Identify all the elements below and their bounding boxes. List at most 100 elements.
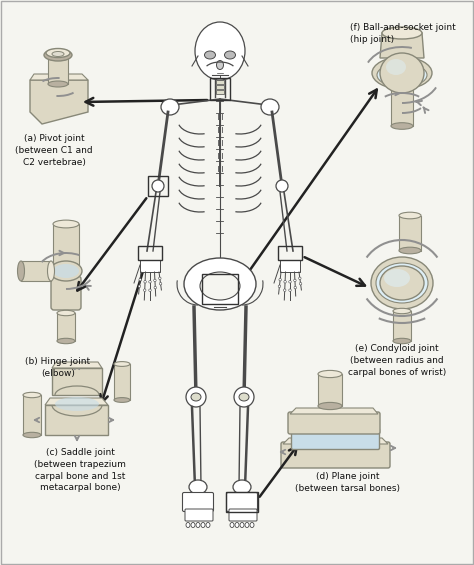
Polygon shape xyxy=(30,74,88,80)
Text: (f) Ball-and-socket joint
(hip joint): (f) Ball-and-socket joint (hip joint) xyxy=(350,23,456,44)
Ellipse shape xyxy=(230,523,234,528)
Ellipse shape xyxy=(138,285,141,288)
Ellipse shape xyxy=(279,279,282,281)
Ellipse shape xyxy=(46,49,70,58)
Ellipse shape xyxy=(154,279,156,281)
Ellipse shape xyxy=(139,279,141,281)
Ellipse shape xyxy=(393,338,411,344)
Bar xyxy=(140,260,160,272)
Ellipse shape xyxy=(159,282,162,285)
Ellipse shape xyxy=(191,523,195,528)
Ellipse shape xyxy=(289,289,291,292)
Ellipse shape xyxy=(235,523,239,528)
Ellipse shape xyxy=(276,180,288,192)
Ellipse shape xyxy=(57,338,75,344)
Ellipse shape xyxy=(144,289,146,292)
Ellipse shape xyxy=(189,480,207,494)
Ellipse shape xyxy=(52,51,64,56)
Bar xyxy=(202,274,238,304)
Ellipse shape xyxy=(399,247,421,254)
Bar xyxy=(23,395,41,435)
Ellipse shape xyxy=(161,99,179,115)
Ellipse shape xyxy=(196,523,200,528)
Ellipse shape xyxy=(225,51,236,59)
Ellipse shape xyxy=(240,523,244,528)
Text: (b) Hinge joint
(elbow): (b) Hinge joint (elbow) xyxy=(26,357,91,378)
Bar xyxy=(57,313,75,341)
Ellipse shape xyxy=(380,53,424,93)
Polygon shape xyxy=(52,362,102,368)
Ellipse shape xyxy=(44,49,72,61)
Ellipse shape xyxy=(50,261,82,281)
Ellipse shape xyxy=(318,402,342,410)
Ellipse shape xyxy=(200,272,240,300)
Ellipse shape xyxy=(184,258,256,310)
Ellipse shape xyxy=(114,362,130,366)
Ellipse shape xyxy=(18,261,25,281)
Ellipse shape xyxy=(239,393,249,401)
Bar xyxy=(399,215,421,250)
Ellipse shape xyxy=(159,277,161,280)
FancyBboxPatch shape xyxy=(51,276,81,310)
Ellipse shape xyxy=(23,392,41,398)
Polygon shape xyxy=(293,424,378,430)
Ellipse shape xyxy=(201,523,205,528)
Ellipse shape xyxy=(299,277,301,280)
Bar xyxy=(216,90,224,94)
Ellipse shape xyxy=(382,27,422,39)
Bar xyxy=(21,261,51,281)
Ellipse shape xyxy=(206,523,210,528)
Ellipse shape xyxy=(48,53,68,59)
Ellipse shape xyxy=(53,262,79,270)
Text: (a) Pivot joint
(between C1 and
C2 vertebrae): (a) Pivot joint (between C1 and C2 verte… xyxy=(15,134,93,167)
Polygon shape xyxy=(45,398,108,405)
Polygon shape xyxy=(30,80,88,124)
Ellipse shape xyxy=(289,281,291,283)
Ellipse shape xyxy=(195,22,245,80)
Ellipse shape xyxy=(294,279,296,281)
Bar xyxy=(393,311,411,341)
Ellipse shape xyxy=(23,432,41,438)
Ellipse shape xyxy=(371,257,433,309)
Ellipse shape xyxy=(294,286,297,289)
Ellipse shape xyxy=(149,281,151,283)
Bar xyxy=(391,88,413,126)
Ellipse shape xyxy=(217,60,224,69)
Ellipse shape xyxy=(191,393,201,401)
Text: (c) Saddle joint
(between trapezium
carpal bone and 1st
metacarpal bone): (c) Saddle joint (between trapezium carp… xyxy=(34,448,126,493)
Ellipse shape xyxy=(283,289,286,292)
Ellipse shape xyxy=(380,266,424,300)
Bar xyxy=(318,374,342,406)
Ellipse shape xyxy=(53,220,79,228)
Bar xyxy=(210,78,230,100)
Ellipse shape xyxy=(48,81,68,87)
Ellipse shape xyxy=(114,398,130,402)
Ellipse shape xyxy=(250,523,254,528)
Ellipse shape xyxy=(204,51,216,59)
Ellipse shape xyxy=(149,289,151,292)
FancyBboxPatch shape xyxy=(185,509,213,521)
Ellipse shape xyxy=(234,387,254,407)
Polygon shape xyxy=(283,438,388,444)
Polygon shape xyxy=(290,408,378,414)
Ellipse shape xyxy=(261,99,279,115)
Ellipse shape xyxy=(376,263,428,303)
Text: (e) Condyloid joint
(between radius and
carpal bones of wrist): (e) Condyloid joint (between radius and … xyxy=(348,344,446,377)
Polygon shape xyxy=(380,33,424,58)
FancyBboxPatch shape xyxy=(288,412,380,434)
Bar xyxy=(280,260,300,272)
Polygon shape xyxy=(52,368,102,395)
Ellipse shape xyxy=(278,285,281,288)
Ellipse shape xyxy=(144,281,146,283)
Polygon shape xyxy=(45,405,108,435)
Ellipse shape xyxy=(299,282,302,285)
Bar xyxy=(216,80,224,84)
Ellipse shape xyxy=(372,57,432,89)
Bar xyxy=(148,176,168,196)
FancyBboxPatch shape xyxy=(281,442,390,468)
Ellipse shape xyxy=(377,63,427,87)
Ellipse shape xyxy=(186,523,190,528)
Bar xyxy=(216,85,224,89)
Ellipse shape xyxy=(55,397,99,411)
Bar xyxy=(53,224,79,266)
